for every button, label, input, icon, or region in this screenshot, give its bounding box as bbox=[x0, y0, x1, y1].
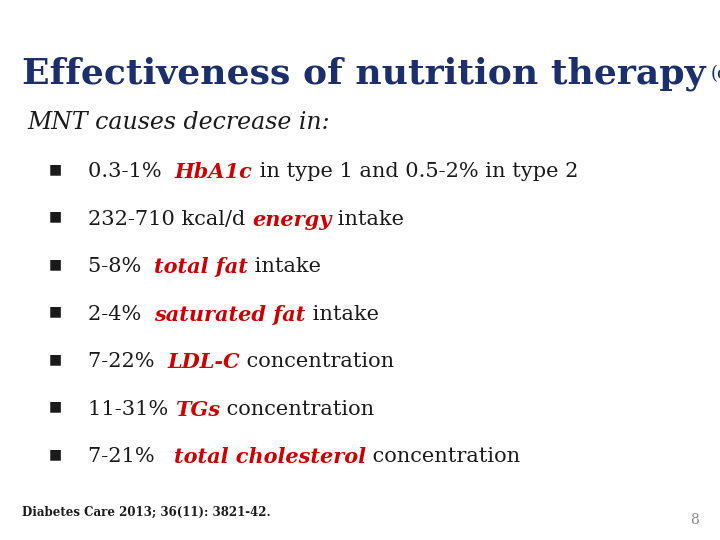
Text: 0.3-1%: 0.3-1% bbox=[88, 162, 175, 181]
Text: in type 1 and 0.5-2% in type 2: in type 1 and 0.5-2% in type 2 bbox=[253, 162, 578, 181]
Text: concentration: concentration bbox=[366, 447, 521, 466]
Text: 8: 8 bbox=[690, 512, 698, 526]
Text: intake: intake bbox=[331, 210, 404, 228]
Text: ■: ■ bbox=[49, 210, 62, 224]
Text: 11-31%: 11-31% bbox=[88, 400, 175, 419]
Text: concentration: concentration bbox=[240, 352, 395, 371]
Text: energy: energy bbox=[252, 210, 331, 230]
Text: concentration: concentration bbox=[220, 400, 374, 419]
Text: total cholesterol: total cholesterol bbox=[174, 447, 366, 467]
Text: HbA1c: HbA1c bbox=[175, 162, 253, 182]
Text: ■: ■ bbox=[49, 400, 62, 414]
Text: (cont’): (cont’) bbox=[711, 65, 720, 83]
Text: TGs: TGs bbox=[175, 400, 220, 420]
Text: MNT causes decrease in:: MNT causes decrease in: bbox=[27, 111, 330, 134]
Text: ■: ■ bbox=[49, 305, 62, 319]
Text: ■: ■ bbox=[49, 447, 62, 461]
Text: 232-710 kcal/d: 232-710 kcal/d bbox=[88, 210, 252, 228]
Text: intake: intake bbox=[248, 257, 321, 276]
Text: ■: ■ bbox=[49, 162, 62, 176]
Text: LDL-C: LDL-C bbox=[168, 352, 240, 372]
Text: ■: ■ bbox=[49, 257, 62, 271]
Text: 7-21%: 7-21% bbox=[88, 447, 174, 466]
Text: total fat: total fat bbox=[155, 257, 248, 277]
Text: ■: ■ bbox=[49, 352, 62, 366]
Text: 5-8%: 5-8% bbox=[88, 257, 155, 276]
Text: 7-22%: 7-22% bbox=[88, 352, 168, 371]
Text: intake: intake bbox=[306, 305, 379, 323]
Text: saturated fat: saturated fat bbox=[155, 305, 306, 325]
Text: 2-4%: 2-4% bbox=[88, 305, 155, 323]
Text: Diabetes Care 2013; 36(11): 3821-42.: Diabetes Care 2013; 36(11): 3821-42. bbox=[22, 505, 270, 518]
Text: Effectiveness of nutrition therapy: Effectiveness of nutrition therapy bbox=[22, 57, 705, 91]
